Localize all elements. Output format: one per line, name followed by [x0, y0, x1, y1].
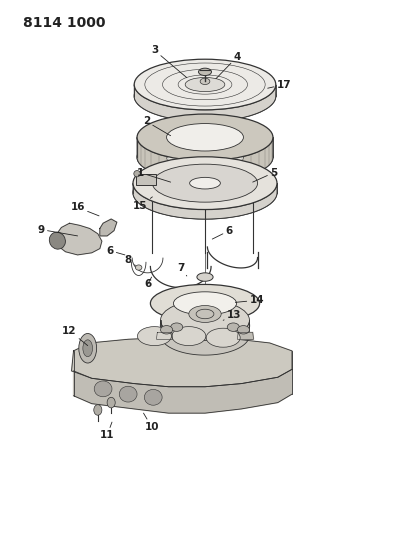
Polygon shape [73, 369, 291, 413]
Ellipse shape [133, 166, 276, 219]
Ellipse shape [196, 309, 213, 319]
Ellipse shape [119, 386, 137, 402]
Text: 7: 7 [177, 263, 187, 276]
Text: 16: 16 [70, 203, 99, 216]
Text: 3: 3 [151, 45, 187, 78]
Ellipse shape [49, 232, 65, 249]
Ellipse shape [137, 327, 171, 345]
Text: 11: 11 [100, 422, 114, 440]
Polygon shape [166, 138, 243, 171]
Ellipse shape [189, 305, 220, 322]
Polygon shape [137, 138, 272, 181]
Ellipse shape [133, 171, 140, 177]
Polygon shape [156, 333, 172, 340]
Polygon shape [100, 219, 117, 236]
Ellipse shape [171, 327, 205, 345]
Ellipse shape [160, 304, 249, 346]
Polygon shape [133, 183, 276, 219]
Ellipse shape [173, 292, 236, 315]
Ellipse shape [189, 177, 220, 189]
Ellipse shape [237, 326, 249, 334]
Text: 2: 2 [142, 116, 170, 136]
Ellipse shape [150, 285, 259, 322]
Ellipse shape [206, 328, 240, 347]
Text: 8: 8 [124, 255, 135, 265]
Ellipse shape [166, 124, 243, 151]
Text: 6: 6 [106, 246, 125, 256]
Polygon shape [71, 338, 291, 387]
Text: 1: 1 [136, 167, 170, 182]
Ellipse shape [133, 157, 276, 209]
Text: 17: 17 [267, 79, 290, 90]
Text: 12: 12 [62, 326, 88, 345]
Ellipse shape [134, 59, 275, 110]
Ellipse shape [107, 397, 115, 408]
Polygon shape [237, 333, 253, 340]
Ellipse shape [160, 300, 249, 341]
Ellipse shape [200, 78, 209, 85]
Text: 6: 6 [212, 225, 232, 239]
Polygon shape [55, 223, 101, 255]
Ellipse shape [166, 143, 243, 171]
Ellipse shape [160, 326, 172, 334]
Polygon shape [134, 85, 275, 122]
FancyBboxPatch shape [136, 174, 155, 185]
Ellipse shape [137, 134, 272, 181]
Ellipse shape [198, 68, 211, 76]
Ellipse shape [94, 405, 101, 415]
Ellipse shape [134, 71, 275, 122]
Text: 8114 1000: 8114 1000 [23, 16, 105, 30]
Text: 4: 4 [216, 52, 240, 79]
Ellipse shape [227, 323, 239, 332]
Ellipse shape [152, 164, 257, 202]
Ellipse shape [170, 323, 182, 332]
Ellipse shape [196, 273, 213, 281]
Text: 15: 15 [133, 197, 152, 211]
Ellipse shape [135, 265, 142, 270]
Ellipse shape [144, 390, 162, 405]
Text: 5: 5 [252, 167, 277, 182]
Text: 10: 10 [143, 413, 158, 432]
Text: 6: 6 [144, 277, 151, 289]
Ellipse shape [137, 114, 272, 160]
Polygon shape [160, 320, 249, 355]
Ellipse shape [79, 334, 97, 363]
Text: 9: 9 [38, 224, 77, 236]
Ellipse shape [94, 381, 112, 397]
Text: 14: 14 [235, 295, 263, 305]
Ellipse shape [185, 77, 224, 92]
Ellipse shape [83, 340, 92, 357]
Text: 13: 13 [222, 310, 241, 320]
